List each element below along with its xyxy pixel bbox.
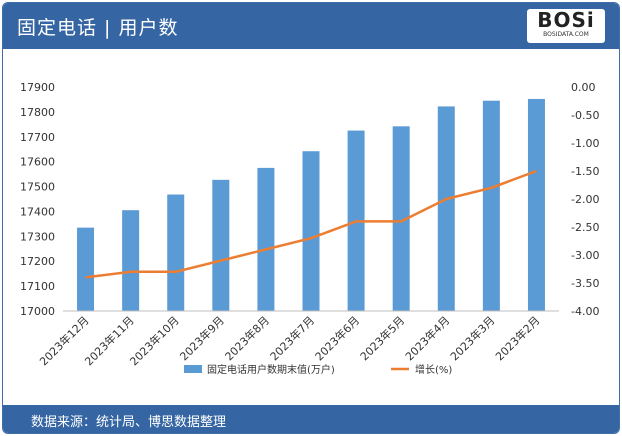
bar <box>257 167 275 311</box>
y-right-tick-label: -3.50 <box>571 277 599 290</box>
y-left-tick-label: 17000 <box>20 305 55 318</box>
x-tick-label: 2023年5月 <box>357 313 407 363</box>
y-right-tick-label: -3.00 <box>571 249 599 262</box>
bar <box>437 106 455 311</box>
y-left-tick-label: 17900 <box>20 81 55 94</box>
y-left-tick-label: 17100 <box>20 280 55 293</box>
bar <box>212 179 230 311</box>
y-left-tick-label: 17600 <box>20 156 55 169</box>
y-left-tick-label: 17300 <box>20 230 55 243</box>
bar <box>77 227 95 311</box>
bosi-logo: BOSi BOSIDATA.COM <box>527 9 605 43</box>
x-tick-label: 2023年9月 <box>177 313 227 363</box>
x-tick-label: 2023年3月 <box>447 313 497 363</box>
x-tick-label: 2023年7月 <box>267 313 317 363</box>
legend-label-line: 增长(%) <box>415 363 452 376</box>
y-right-tick-label: -2.00 <box>571 193 599 206</box>
y-right-tick-label: -1.00 <box>571 137 599 150</box>
bar <box>482 100 500 311</box>
header-bar: 固定电话 | 用户数 BOSi BOSIDATA.COM <box>3 3 619 49</box>
legend-label-bar: 固定电话用户数期末值(万户) <box>207 363 335 376</box>
page-title: 固定电话 | 用户数 <box>17 17 179 39</box>
y-left-tick-label: 17500 <box>20 181 55 194</box>
y-right-tick-label: 0.00 <box>571 81 596 94</box>
y-left-tick-label: 17400 <box>20 205 55 218</box>
footer-bar: 数据来源：统计局、博思数据整理 <box>3 405 619 433</box>
y-left-tick-label: 17700 <box>20 131 55 144</box>
bar <box>527 98 545 311</box>
bar <box>302 151 320 311</box>
y-left-tick-label: 17200 <box>20 255 55 268</box>
x-tick-label: 2023年8月 <box>222 313 272 363</box>
x-tick-label: 2023年4月 <box>402 313 452 363</box>
x-tick-label: 2023年6月 <box>312 313 362 363</box>
x-tick-label: 2023年2月 <box>492 313 542 363</box>
y-right-tick-label: -4.00 <box>571 305 599 318</box>
bar <box>122 210 140 311</box>
bar <box>167 194 185 311</box>
logo-main-text: BOSi <box>537 8 595 32</box>
y-right-tick-label: -2.50 <box>571 221 599 234</box>
bar <box>392 126 410 311</box>
y-left-tick-label: 17800 <box>20 106 55 119</box>
y-right-tick-label: -1.50 <box>571 165 599 178</box>
logo-sub-text: BOSIDATA.COM <box>543 31 589 38</box>
data-source: 数据来源：统计局、博思数据整理 <box>31 415 227 430</box>
y-right-tick-label: -0.50 <box>571 109 599 122</box>
combo-chart: 17000 17100 17200 17300 17400 17500 17600 17700… <box>20 81 599 376</box>
legend-swatch-bar <box>184 365 202 373</box>
